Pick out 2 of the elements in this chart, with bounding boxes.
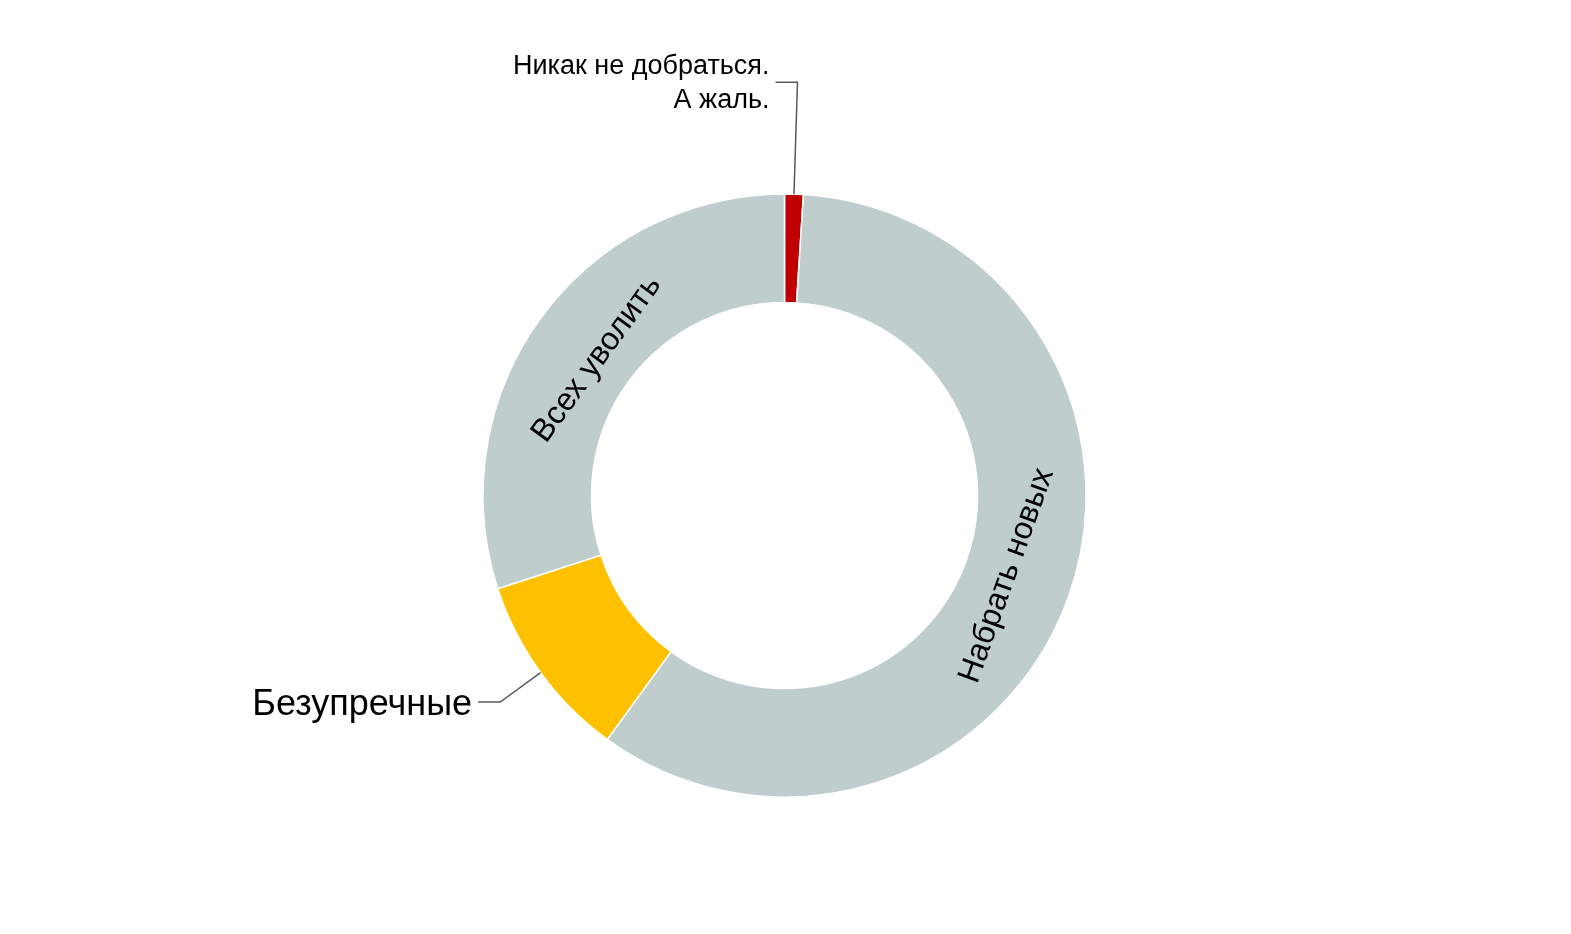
slice-label: Никак не добраться. А жаль. xyxy=(513,50,770,115)
slice-label: Безупречные xyxy=(252,681,473,723)
